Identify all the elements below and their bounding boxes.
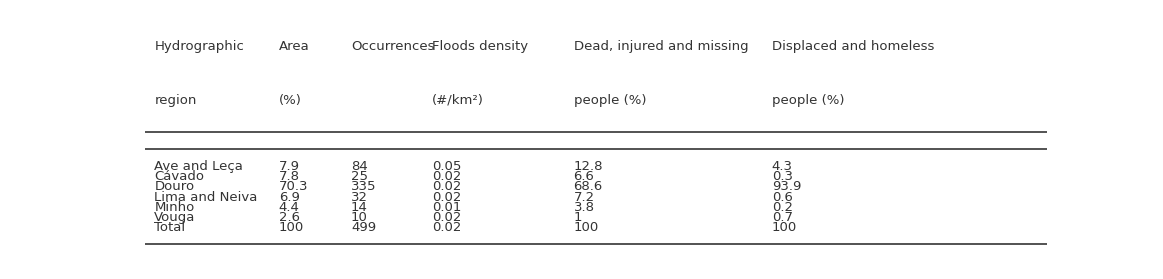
Text: 100: 100 [772, 221, 797, 234]
Text: 0.2: 0.2 [772, 201, 793, 214]
Text: 68.6: 68.6 [573, 181, 602, 193]
Text: 4.3: 4.3 [772, 160, 793, 173]
Text: 12.8: 12.8 [573, 160, 602, 173]
Text: (%): (%) [279, 94, 301, 107]
Text: Floods density: Floods density [431, 40, 528, 53]
Text: 93.9: 93.9 [772, 181, 801, 193]
Text: Area: Area [279, 40, 309, 53]
Text: 335: 335 [351, 181, 377, 193]
Text: Displaced and homeless: Displaced and homeless [772, 40, 934, 53]
Text: Douro: Douro [155, 181, 194, 193]
Text: Lima and Neiva: Lima and Neiva [155, 191, 258, 204]
Text: Cávado: Cávado [155, 170, 205, 183]
Text: (#/km²): (#/km²) [431, 94, 484, 107]
Text: 0.3: 0.3 [772, 170, 793, 183]
Text: 0.7: 0.7 [772, 211, 793, 224]
Text: 1: 1 [573, 211, 582, 224]
Text: region: region [155, 94, 197, 107]
Text: 25: 25 [351, 170, 368, 183]
Text: Hydrographic: Hydrographic [155, 40, 244, 53]
Text: people (%): people (%) [573, 94, 645, 107]
Text: people (%): people (%) [772, 94, 844, 107]
Text: 0.6: 0.6 [772, 191, 793, 204]
Text: 6.6: 6.6 [573, 170, 594, 183]
Text: 3.8: 3.8 [573, 201, 594, 214]
Text: Vouga: Vouga [155, 211, 195, 224]
Text: 0.02: 0.02 [431, 170, 462, 183]
Text: 499: 499 [351, 221, 376, 234]
Text: Dead, injured and missing: Dead, injured and missing [573, 40, 748, 53]
Text: 0.02: 0.02 [431, 221, 462, 234]
Text: 10: 10 [351, 211, 368, 224]
Text: 0.01: 0.01 [431, 201, 462, 214]
Text: 7.2: 7.2 [573, 191, 594, 204]
Text: 14: 14 [351, 201, 368, 214]
Text: 0.02: 0.02 [431, 181, 462, 193]
Text: 0.02: 0.02 [431, 211, 462, 224]
Text: 4.4: 4.4 [279, 201, 300, 214]
Text: Minho: Minho [155, 201, 194, 214]
Text: 70.3: 70.3 [279, 181, 308, 193]
Text: 0.05: 0.05 [431, 160, 462, 173]
Text: 84: 84 [351, 160, 368, 173]
Text: 100: 100 [279, 221, 304, 234]
Text: Occurrences: Occurrences [351, 40, 434, 53]
Text: 6.9: 6.9 [279, 191, 300, 204]
Text: 2.6: 2.6 [279, 211, 300, 224]
Text: 0.02: 0.02 [431, 191, 462, 204]
Text: Ave and Leça: Ave and Leça [155, 160, 243, 173]
Text: 100: 100 [573, 221, 599, 234]
Text: 7.8: 7.8 [279, 170, 300, 183]
Text: Total: Total [155, 221, 186, 234]
Text: 7.9: 7.9 [279, 160, 300, 173]
Text: 32: 32 [351, 191, 368, 204]
